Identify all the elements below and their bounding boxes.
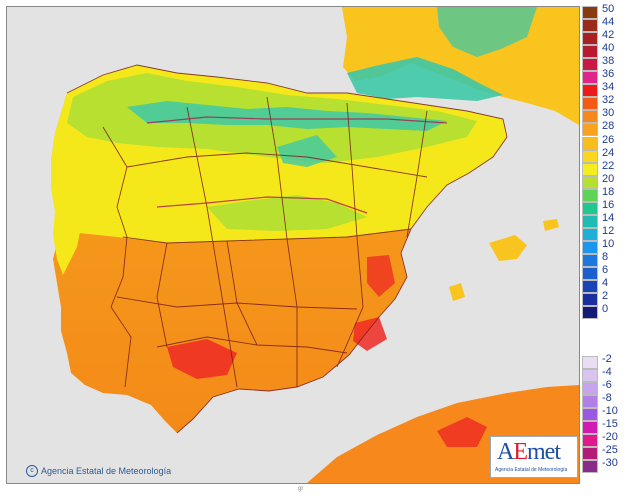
legend-swatch: [582, 460, 598, 474]
legend-label: 50: [602, 3, 615, 15]
logo-subtitle: Agencia Estatal de Meteorología: [495, 467, 568, 473]
legend-swatch: [582, 447, 598, 461]
legend-swatch: [582, 149, 598, 163]
temperature-map: [6, 6, 580, 484]
legend-swatch: [582, 162, 598, 176]
legend-label: 26: [602, 133, 615, 146]
legend-label: -4: [602, 366, 612, 379]
legend-swatch: [582, 253, 598, 267]
legend-swatch: [582, 382, 598, 396]
legend-label: 24: [602, 146, 615, 159]
legend-label: 22: [602, 159, 615, 172]
legend-label: 28: [602, 120, 615, 133]
legend-label: 16: [602, 198, 615, 211]
legend-label: -8: [602, 392, 612, 405]
legend-swatch: [582, 240, 598, 254]
legend-swatch: [582, 123, 598, 137]
legend-label: 10: [602, 237, 615, 250]
legend-swatch: [582, 306, 598, 320]
province-borders: [66, 64, 508, 434]
legend-swatch: [582, 84, 598, 98]
legend-swatch: [582, 6, 598, 19]
copyright-icon: c: [26, 465, 38, 477]
legend-label: 44: [602, 16, 615, 29]
legend-label: 38: [602, 55, 615, 68]
bottom-mark: gr: [298, 486, 304, 492]
legend-swatch: [582, 58, 598, 72]
legend-label: 0: [602, 303, 609, 316]
legend-label: 14: [602, 211, 615, 224]
aemet-logo: AEmet Agencia Estatal de Meteorología: [490, 436, 578, 478]
mallorca: [489, 235, 527, 261]
legend-label: 2: [602, 290, 609, 303]
legend-swatch: [582, 227, 598, 241]
legend-label: 36: [602, 68, 615, 81]
legend-label: -2: [602, 353, 612, 365]
legend-swatch: [582, 421, 598, 435]
ibiza: [449, 283, 465, 301]
legend-label: 20: [602, 172, 615, 185]
central-cold: [207, 195, 367, 231]
iberian-cold: [277, 135, 337, 167]
valencia-hot: [367, 255, 395, 297]
pyrenees-cold: [347, 57, 503, 101]
legend-label: 8: [602, 250, 609, 263]
atlas-hot: [437, 417, 487, 447]
legend-label: -25: [602, 444, 618, 457]
legend-label: 30: [602, 107, 615, 120]
copyright-credit: c Agencia Estatal de Meteorología: [26, 465, 171, 477]
legend-swatch: [582, 214, 598, 228]
murcia-hot: [353, 317, 387, 351]
menorca: [543, 219, 559, 231]
legend-swatch: [582, 280, 598, 294]
legend-swatch: [582, 395, 598, 409]
region-borders: [146, 116, 448, 214]
legend-label: 34: [602, 81, 615, 94]
legend-swatch: [582, 188, 598, 202]
legend-swatch: [582, 267, 598, 280]
legend-swatch: [582, 71, 598, 85]
legend-label: 42: [602, 29, 615, 42]
legend-swatch: [582, 45, 598, 59]
legend-label: -20: [602, 431, 618, 444]
temperature-legend: 50 44 42 40 38 36 34 32 30 28 26 24 22 20 18 16 14 12 10 8 6…: [582, 3, 630, 482]
logo-wordmark: AEmet: [497, 439, 561, 465]
legend-swatch: [582, 293, 598, 307]
legend-label: -30: [602, 457, 618, 470]
legend-label: 4: [602, 277, 609, 290]
legend-swatch: [582, 110, 598, 124]
legend-swatch: [582, 369, 598, 383]
alps-cold: [437, 7, 537, 57]
legend-swatch: [582, 136, 598, 150]
legend-label: -10: [602, 405, 618, 418]
legend-swatch: [582, 356, 598, 369]
legend-swatch: [582, 32, 598, 46]
legend-label: -6: [602, 379, 612, 392]
cantabrian-cold: [127, 101, 447, 131]
credit-text: Agencia Estatal de Meteorología: [41, 466, 172, 476]
legend-label: 12: [602, 224, 615, 237]
legend-label: -15: [602, 418, 618, 431]
legend-label: 18: [602, 185, 615, 198]
portugal-coast: [51, 157, 85, 275]
legend-swatch: [582, 434, 598, 448]
legend-swatch: [582, 19, 598, 33]
iberia-map: [7, 7, 579, 483]
legend-label: 40: [602, 42, 615, 55]
legend-swatch: [582, 201, 598, 215]
legend-swatch: [582, 175, 598, 189]
legend-label: 32: [602, 94, 615, 107]
guadalquivir-hot: [167, 339, 237, 379]
legend-swatch: [582, 97, 598, 111]
legend-swatch: [582, 408, 598, 422]
legend-label: 6: [602, 264, 609, 276]
